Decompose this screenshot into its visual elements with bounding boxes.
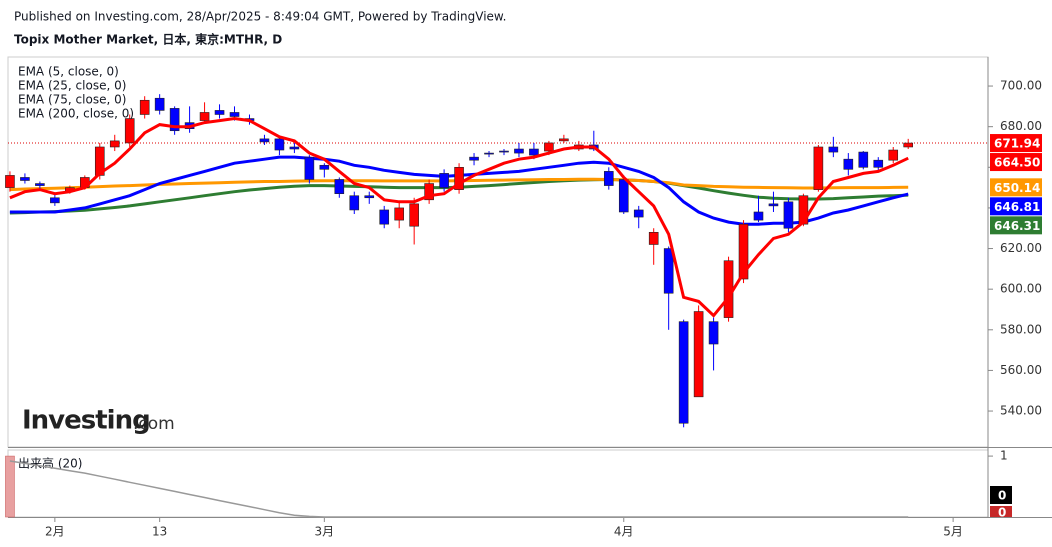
candle-body	[618, 179, 629, 213]
price-tag	[990, 197, 1042, 216]
candle-body	[678, 321, 689, 424]
candle-body	[439, 173, 449, 188]
candle-body	[5, 175, 15, 188]
candle-body	[454, 166, 464, 190]
candle-body	[663, 248, 674, 294]
price-tag-label: 650.14	[994, 181, 1040, 195]
volume-pane	[7, 449, 989, 518]
price-tag	[990, 134, 1042, 153]
candle-body	[843, 158, 854, 170]
y-tick-label: 680.00	[1000, 119, 1042, 133]
x-tick-label: 13	[152, 525, 167, 539]
volume-ma-line	[9, 460, 909, 518]
candle-body	[349, 195, 360, 211]
watermark-brand: Investing	[22, 406, 150, 436]
candle-body	[50, 197, 60, 204]
candle-body	[409, 203, 419, 227]
candle-body	[903, 142, 914, 148]
candle-body	[334, 179, 345, 195]
candle-body	[35, 183, 45, 186]
candle-body	[858, 151, 869, 168]
volume-tag	[990, 506, 1012, 517]
chart-title: Topix Mother Market, 日本, 東京:MTHR, D	[14, 32, 282, 47]
candle-body	[873, 159, 884, 168]
candle-body	[469, 156, 479, 161]
candle-body	[484, 152, 494, 155]
price-tag	[990, 153, 1042, 172]
y-tick-label: 600.00	[1000, 282, 1042, 296]
candle-body	[693, 311, 704, 398]
candle-body	[798, 195, 809, 225]
candle-body	[544, 142, 554, 152]
candle-body	[603, 171, 614, 186]
candle-body	[20, 177, 30, 181]
candle-body	[424, 183, 434, 201]
candle-body	[768, 203, 779, 207]
candle-body	[154, 97, 165, 111]
candle-body	[379, 209, 390, 225]
candle-body	[753, 211, 764, 221]
candle-body	[274, 138, 285, 151]
legend-entry: EMA (25, close, 0)	[18, 79, 126, 93]
x-tick-label: 2月	[45, 525, 65, 539]
volume-title: 出来高 (20)	[18, 456, 82, 471]
candle-body	[259, 138, 270, 143]
candle-body	[229, 112, 240, 117]
price-tag-label: 664.50	[994, 156, 1040, 170]
candle-body	[559, 138, 569, 142]
y-tick-label: 700.00	[1000, 79, 1042, 93]
candle-body	[319, 164, 330, 170]
candle-body	[648, 231, 659, 245]
candle-body	[514, 148, 524, 154]
y-tick-label: 540.00	[1000, 404, 1042, 418]
candle-body	[394, 207, 404, 221]
price-tag-label: 646.81	[994, 200, 1040, 214]
x-tick-label: 3月	[315, 525, 335, 539]
candle-body	[633, 209, 644, 218]
candle-body	[499, 150, 509, 153]
watermark: Investing .com	[22, 406, 175, 436]
volume-ma-tag	[990, 486, 1012, 504]
candle-body	[783, 201, 794, 229]
candle-body	[289, 146, 300, 150]
volume-y-tick-label: 1	[1000, 449, 1008, 463]
price-tag	[990, 178, 1042, 197]
volume-ma-tag-label: 0	[998, 489, 1006, 503]
price-tag	[990, 216, 1042, 235]
candle-body	[109, 140, 120, 148]
candle-body	[529, 148, 539, 156]
y-tick-label: 580.00	[1000, 322, 1042, 336]
volume-bar	[5, 455, 15, 518]
price-tag-label: 646.31	[994, 219, 1040, 233]
candle-body	[813, 146, 824, 190]
candle-body	[214, 110, 225, 115]
y-tick-label: 560.00	[1000, 363, 1042, 377]
legend-entry: EMA (5, close, 0)	[18, 65, 119, 79]
x-tick-label: 4月	[614, 525, 634, 539]
candle-body	[169, 108, 180, 132]
published-note: Published on Investing.com, 28/Apr/2025 …	[14, 10, 506, 24]
legend-entry: EMA (75, close, 0)	[18, 93, 126, 107]
candle-body	[124, 118, 135, 144]
watermark-suffix: .com	[133, 414, 175, 434]
x-tick-label: 5月	[943, 525, 963, 539]
candle-body	[723, 260, 734, 318]
candle-body	[738, 223, 749, 280]
price-pane	[7, 56, 989, 448]
candle-body	[364, 195, 375, 199]
candle-body	[304, 156, 315, 180]
candle-body	[828, 146, 839, 153]
candle-body	[708, 321, 719, 345]
y-tick-label: 620.00	[1000, 241, 1042, 255]
price-tag-label: 671.94	[994, 137, 1040, 151]
legend-entry: EMA (200, close, 0)	[18, 107, 134, 121]
volume-tag-label: 0	[998, 506, 1006, 520]
ema-line	[9, 116, 909, 318]
candle-body	[199, 112, 210, 121]
candle-body	[139, 99, 150, 115]
candle-body	[888, 149, 899, 161]
